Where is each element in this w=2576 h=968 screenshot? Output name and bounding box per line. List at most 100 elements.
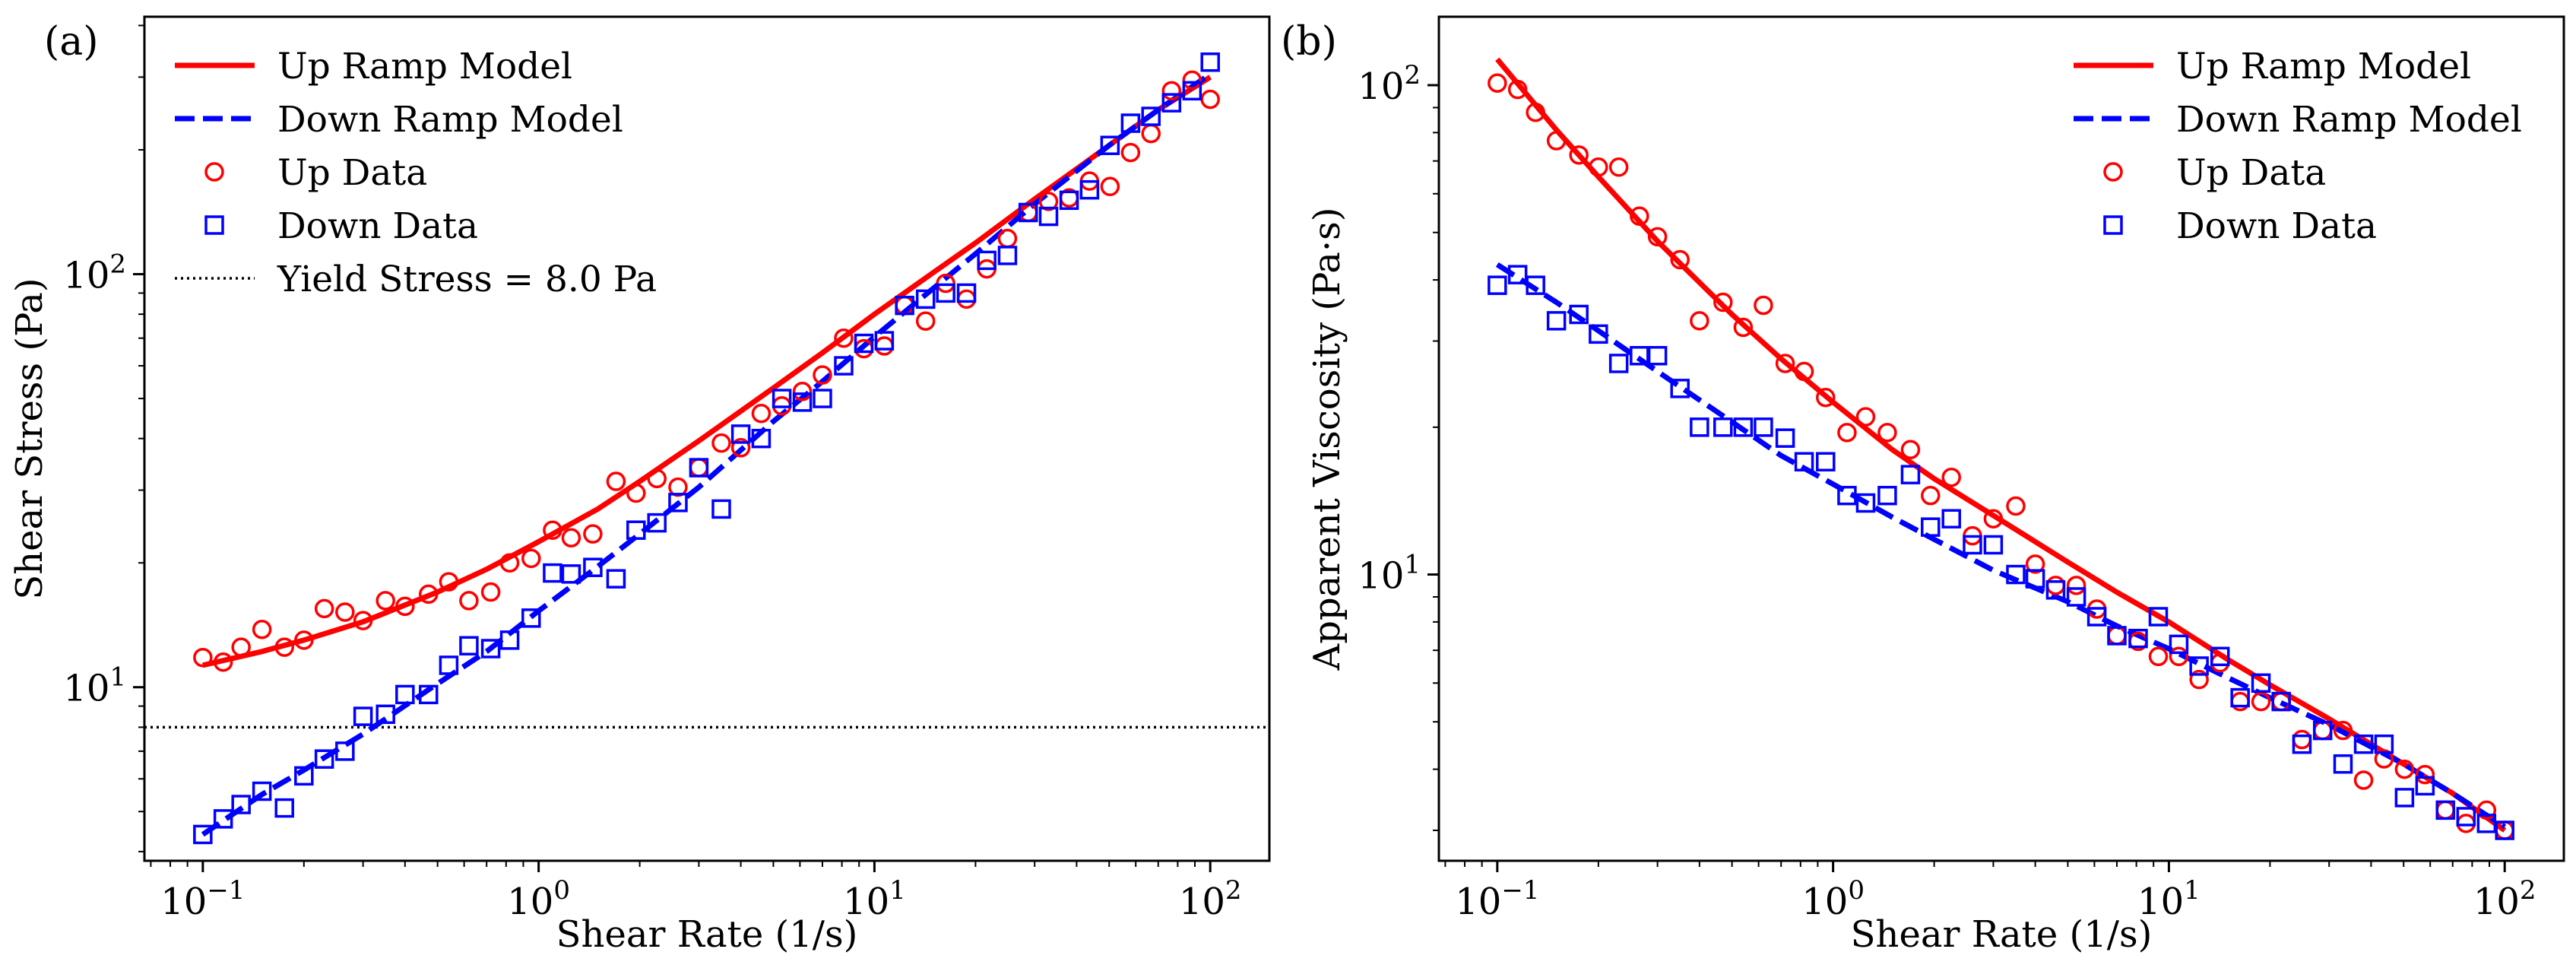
- down-data-point: [1608, 354, 1629, 373]
- down-data-point: [895, 295, 914, 316]
- down-data-point: [668, 493, 688, 513]
- up-data-point: [997, 228, 1018, 249]
- panel-b: (b) 10−1 100 101 102 101 102 Shear Rate (1/s…: [1281, 15, 2565, 956]
- down-data-point: [2025, 569, 2045, 589]
- down-data-point: [1488, 275, 1507, 295]
- legend-entry-up-data: Up Data: [204, 152, 427, 194]
- down-data-point: [395, 684, 415, 705]
- down-data-point: [1100, 135, 1120, 155]
- down-data-point: [1690, 417, 1709, 437]
- up-data-point: [2107, 626, 2127, 646]
- up-data-point: [1038, 192, 1059, 211]
- down-data-point: [2333, 754, 2353, 774]
- down-data-point: [353, 706, 373, 726]
- down-data-point: [543, 563, 562, 583]
- down-data-point: [792, 392, 813, 412]
- down-data-point: [2107, 626, 2127, 646]
- down-data-point: [2086, 607, 2107, 627]
- up-data-point: [294, 630, 314, 650]
- y-axis-label: Apparent Viscosity (Pa·s): [1306, 208, 1348, 671]
- down-data-point: [1941, 509, 1961, 528]
- up-data-point: [274, 637, 294, 657]
- up-data-point: [2271, 691, 2291, 712]
- down-data-point: [1546, 311, 1567, 331]
- down-data-point: [772, 389, 792, 408]
- down-data-point: [915, 289, 936, 309]
- down-data-point: [626, 520, 646, 540]
- down-data-point: [689, 458, 709, 478]
- legend-label: Down Ramp Model: [277, 99, 623, 141]
- down-data-point: [1670, 379, 1690, 398]
- down-data-point: [314, 749, 334, 769]
- x-tick-label: 100: [1801, 875, 1865, 923]
- up-data-point: [2353, 770, 2374, 790]
- up-data-point: [1569, 145, 1589, 165]
- down-data-point: [2230, 687, 2250, 708]
- down-data-point: [459, 636, 479, 655]
- up-data-point: [395, 596, 415, 617]
- up-data-point: [459, 591, 479, 611]
- plot-area: [144, 52, 1269, 845]
- down-data-point: [1059, 190, 1079, 211]
- up-data-point: [2333, 720, 2353, 741]
- down-data-point: [2415, 776, 2435, 796]
- up-data-point: [956, 289, 977, 309]
- down-data-point: [2189, 656, 2209, 676]
- legend-label: Yield Stress = 8.0 Pa: [277, 259, 657, 300]
- down-data-point: [834, 356, 854, 376]
- up-data-point: [1713, 292, 1733, 313]
- up-data-point: [1900, 440, 1921, 460]
- up-data-point: [2292, 729, 2312, 750]
- up-data-point: [543, 520, 562, 540]
- up-data-point: [1488, 73, 1507, 93]
- up-data-point: [480, 582, 501, 602]
- up-data-point: [1816, 388, 1836, 408]
- plot-area: [1488, 57, 2514, 840]
- down-data-point: [2006, 564, 2026, 585]
- down-data-point: [1647, 346, 1668, 366]
- y-tick-label: 101: [63, 662, 126, 710]
- down-data-point: [2045, 580, 2066, 600]
- down-data-point: [274, 798, 294, 818]
- down-data-point: [1775, 428, 1795, 448]
- down-data-point: [977, 250, 996, 271]
- up-data-point: [915, 311, 936, 331]
- down-data-point: [2066, 587, 2086, 607]
- down-data-point: [521, 608, 541, 628]
- up-data-point: [499, 553, 520, 573]
- up-data-point: [2476, 800, 2497, 820]
- legend-label: Down Ramp Model: [2176, 99, 2522, 141]
- down-data-point: [1120, 113, 1141, 133]
- down-data-point: [1589, 324, 1608, 344]
- down-data-point: [1983, 535, 2004, 555]
- down-data-point: [874, 331, 895, 351]
- x-tick-label: 100: [507, 875, 570, 923]
- legend-label: Down Data: [277, 205, 478, 247]
- down-data-point: [499, 630, 520, 650]
- up-data-point: [1526, 102, 1545, 122]
- up-data-point: [751, 403, 772, 424]
- up-data-point: [2045, 576, 2066, 595]
- legend-swatch-circle: [2103, 162, 2123, 182]
- up-data-point: [1690, 311, 1709, 331]
- down-data-point: [854, 333, 874, 354]
- y-tick-label: 101: [1358, 550, 1421, 598]
- down-data-point: [2353, 734, 2374, 754]
- panel-label: (b): [1281, 19, 1337, 65]
- up-data-point: [2006, 496, 2026, 516]
- down-data-point: [2148, 607, 2169, 627]
- up-data-point: [1100, 176, 1120, 197]
- up-data-point: [1855, 407, 1876, 427]
- legend-label: Down Data: [2176, 205, 2377, 247]
- up-data-point: [2394, 759, 2415, 779]
- down-data-point: [294, 766, 314, 786]
- up-data-point: [2025, 554, 2045, 574]
- down-data-point: [335, 741, 355, 761]
- up-data-point: [874, 336, 895, 356]
- down-data-point: [1079, 179, 1100, 200]
- down-data-point: [997, 246, 1018, 265]
- up-data-point: [2415, 764, 2435, 785]
- up-data-point: [1941, 467, 1961, 487]
- legend-label: Up Ramp Model: [2176, 46, 2471, 87]
